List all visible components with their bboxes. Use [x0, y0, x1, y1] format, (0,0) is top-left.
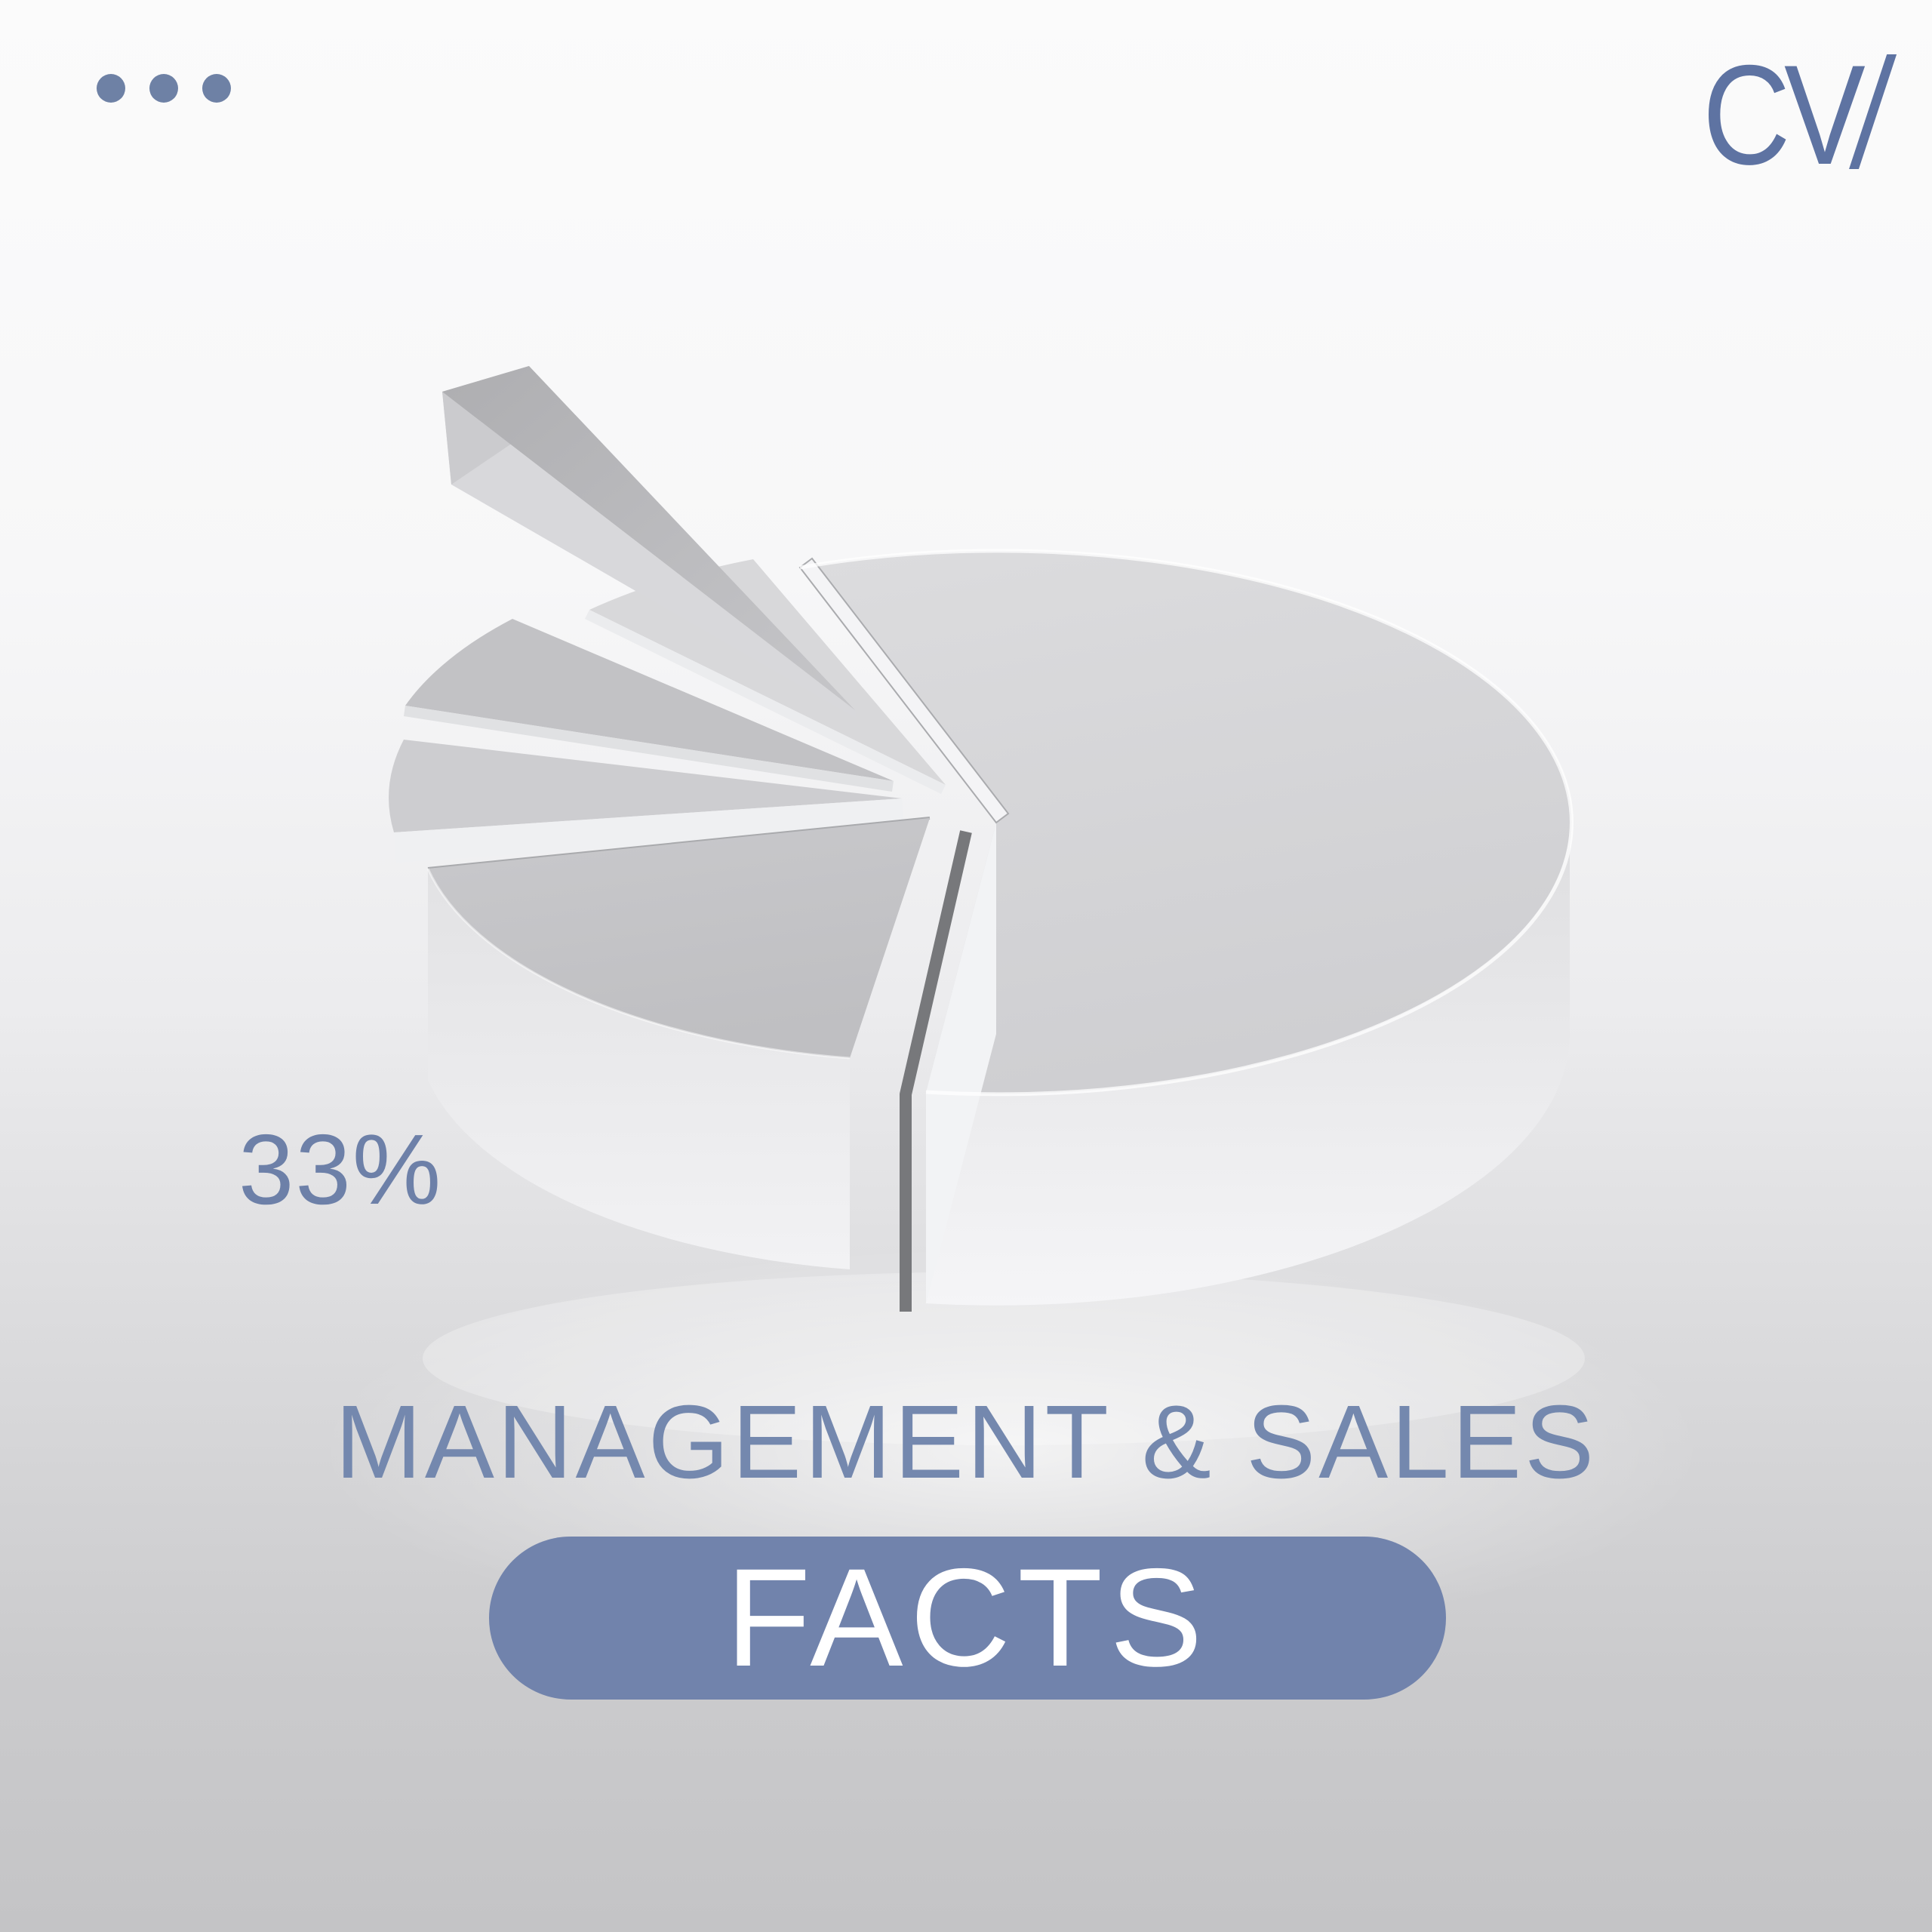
- pie-slice-raised: [442, 366, 857, 718]
- dot-icon: [202, 74, 231, 103]
- pie-slice-thin-lower: [389, 740, 904, 863]
- facts-badge: FACTS: [489, 1537, 1446, 1700]
- page-title: MANAGEMENT & SALES: [334, 1384, 1598, 1500]
- menu-dots-icon: [97, 74, 231, 103]
- dot-icon: [149, 74, 178, 103]
- pie-slice-thin-upper: [404, 619, 894, 792]
- pie-slice-main: [798, 549, 1574, 1306]
- badge-label: FACTS: [725, 1540, 1210, 1696]
- brand-logo: CV: [1702, 35, 1897, 194]
- percentage-label: 33%: [238, 1114, 443, 1225]
- pie-gap-shadow: [900, 830, 972, 1312]
- logo-text: CV: [1702, 35, 1866, 194]
- dot-icon: [97, 74, 125, 103]
- pie-slice-exploded-large: [426, 817, 931, 1269]
